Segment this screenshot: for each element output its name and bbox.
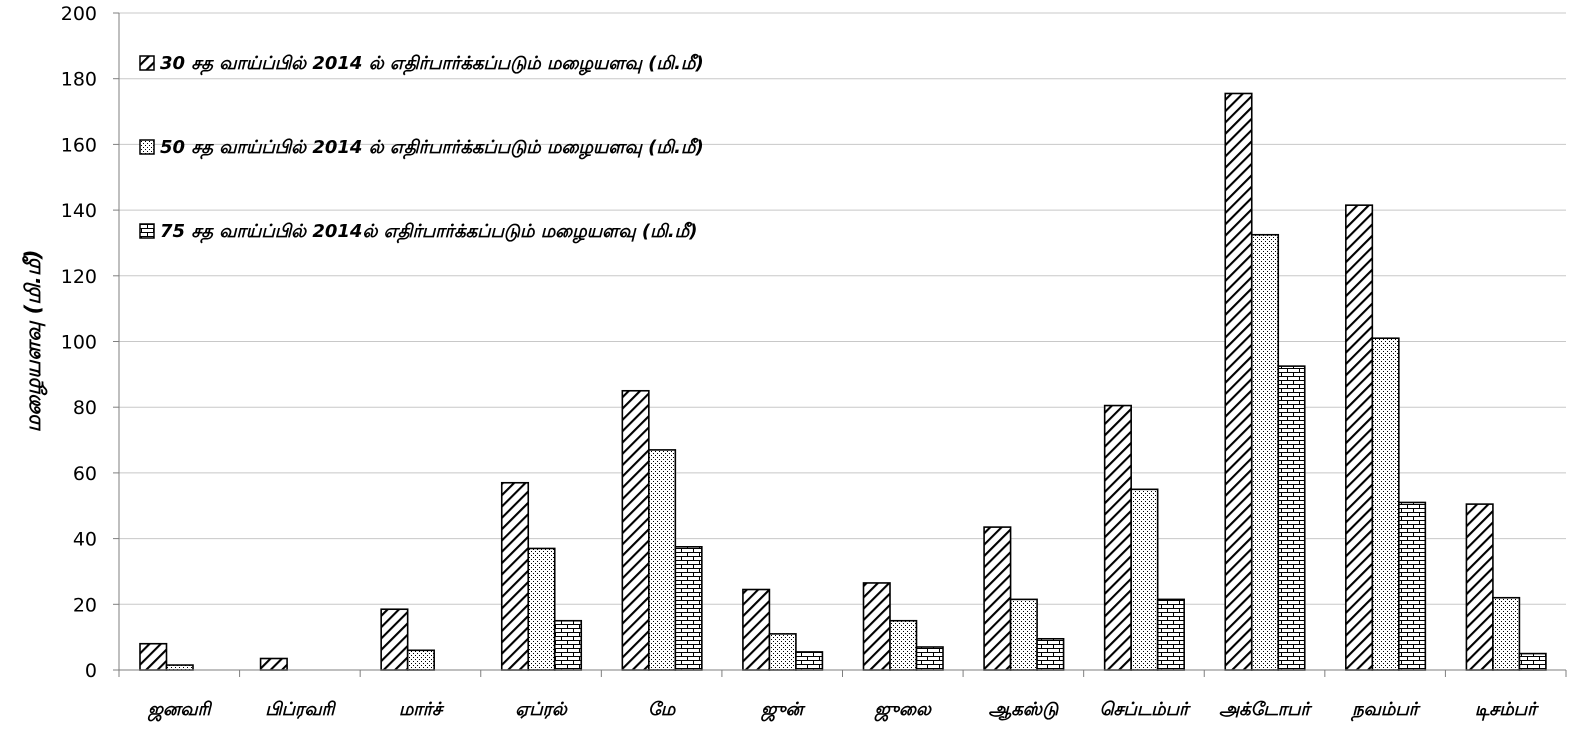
- bar-diagonal: [1465, 503, 1494, 671]
- x-category-label: ஏப்ரல்: [515, 699, 568, 720]
- bar-dotted: [1130, 488, 1159, 671]
- y-tick-label: 180: [61, 69, 97, 91]
- bar-dotted: [648, 449, 677, 671]
- y-axis-tick-labels: 0 20 40 60 80 100 120 140 160 180 200: [61, 3, 97, 682]
- x-category-label: ஜனவரி: [147, 699, 213, 722]
- legend-swatch: [139, 139, 155, 155]
- x-axis-category-labels: ஜனவரி பிப்ரவரி மார்ச் ஏப்ரல் மே ஜுன் ஜுலை ஆகஸ்ட…: [147, 699, 1539, 722]
- gridlines: [119, 12, 1566, 605]
- bar-diagonal: [742, 588, 771, 671]
- y-tick-label: 140: [61, 200, 97, 222]
- bar-brick: [674, 546, 703, 671]
- y-tick-label: 60: [73, 463, 97, 485]
- bar-dotted: [1492, 596, 1521, 671]
- bar-diagonal: [259, 657, 288, 671]
- bar-diagonal: [1103, 404, 1132, 671]
- legend-label: 50 சத வாய்ப்பில் 2014 ல் எதிர்பார்க்கப்ப…: [160, 137, 704, 160]
- bar-brick: [1277, 365, 1306, 671]
- legend-swatch: [139, 223, 155, 239]
- bar-brick: [1036, 637, 1065, 671]
- axes: [113, 12, 1567, 677]
- y-tick-label: 0: [85, 660, 97, 682]
- bar-dotted: [165, 664, 194, 671]
- bar-brick: [1398, 501, 1427, 671]
- x-category-label: நவம்பர்: [1350, 699, 1421, 722]
- x-category-label: அக்டோபர்: [1219, 699, 1312, 720]
- x-category-label: பிப்ரவரி: [265, 699, 336, 720]
- x-category-label: ஜுலை: [874, 699, 932, 722]
- bar-diagonal: [139, 642, 168, 671]
- bar-dotted: [527, 547, 556, 671]
- bar-brick: [1156, 598, 1185, 671]
- legend-label: 75 சத வாய்ப்பில் 2014ல் எதிர்பார்க்கப்பட…: [160, 221, 697, 244]
- bar-brick: [915, 646, 944, 671]
- bar-group: [139, 92, 1547, 671]
- x-category-label: டிசம்பர்: [1475, 699, 1539, 721]
- bar-diagonal: [862, 582, 891, 671]
- bar-dotted: [889, 619, 918, 671]
- bar-dotted: [1009, 598, 1038, 671]
- bar-diagonal: [1224, 92, 1253, 671]
- legend-swatch: [139, 55, 155, 71]
- bar-diagonal: [983, 526, 1012, 671]
- y-tick-label: 120: [61, 266, 97, 288]
- y-tick-label: 40: [73, 529, 97, 551]
- bar-diagonal: [380, 608, 409, 671]
- legend-label: 30 சத வாய்ப்பில் 2014 ல் எதிர்பார்க்கப்ப…: [160, 53, 704, 76]
- bar-brick: [795, 651, 824, 671]
- y-tick-label: 20: [73, 594, 97, 616]
- bar-brick: [553, 619, 583, 671]
- y-axis-title: மழையளவு (மி.மீ): [21, 250, 48, 433]
- bar-dotted: [768, 633, 797, 671]
- x-category-label: ஜுன்: [760, 699, 805, 722]
- x-category-label: மே: [648, 699, 677, 720]
- bar-dotted: [1371, 337, 1400, 671]
- bar-dotted: [1250, 233, 1280, 671]
- bar-dotted: [406, 649, 435, 671]
- x-category-label: மார்ச்: [399, 699, 445, 720]
- bar-diagonal: [621, 389, 650, 671]
- y-tick-label: 100: [61, 332, 97, 354]
- x-category-label: செப்டம்பர்: [1099, 699, 1191, 720]
- x-category-label: ஆகஸ்டு: [989, 699, 1061, 721]
- y-tick-label: 160: [61, 134, 97, 156]
- y-tick-label: 80: [73, 397, 97, 419]
- bar-diagonal: [500, 481, 530, 671]
- bar-diagonal: [1345, 204, 1374, 671]
- bar-brick: [1518, 652, 1547, 671]
- legend: 30 சத வாய்ப்பில் 2014 ல் எதிர்பார்க்கப்ப…: [139, 53, 704, 244]
- y-tick-label: 200: [61, 3, 97, 25]
